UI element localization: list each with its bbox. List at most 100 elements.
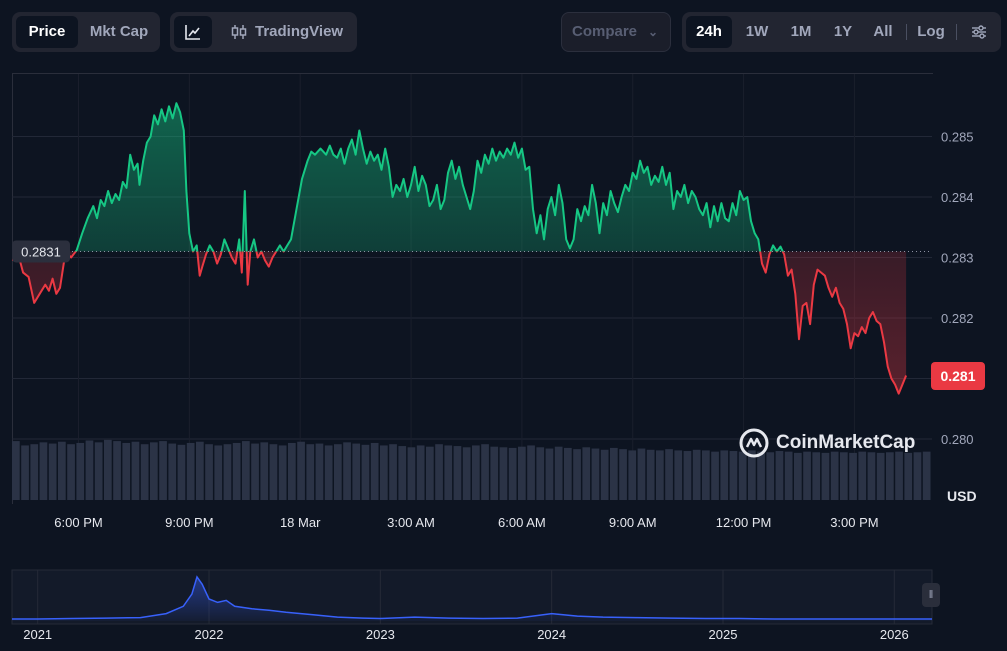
reference-price-badge: 0.2831	[12, 240, 70, 263]
divider	[906, 24, 907, 40]
y-tick-label: 0.283	[941, 251, 974, 266]
volume-bar	[683, 451, 692, 500]
volume-bar	[610, 447, 618, 500]
volume-bar	[315, 443, 324, 500]
tab-mkt-cap[interactable]: Mkt Cap	[89, 23, 149, 40]
tab-1y[interactable]: 1Y	[833, 23, 853, 40]
volume-bar	[812, 452, 821, 500]
volume-bar	[490, 446, 499, 500]
log-toggle[interactable]: Log	[917, 23, 945, 40]
tab-all[interactable]: All	[873, 23, 893, 40]
volume-bar	[702, 450, 710, 500]
volume-bar	[343, 442, 351, 500]
volume-bar	[591, 448, 600, 500]
volume-bar	[913, 452, 922, 500]
volume-bar	[784, 451, 793, 500]
time-range-switch: 24h 1W 1M 1Y All Log	[682, 12, 1001, 52]
volume-bar	[895, 451, 903, 500]
volume-bar	[380, 445, 388, 500]
volume-bar	[674, 450, 683, 500]
volume-bar	[435, 444, 443, 500]
price-line-down	[12, 251, 908, 395]
volume-bar	[711, 451, 719, 500]
volume-bar	[656, 450, 664, 500]
price-chart[interactable]: 0.285 0.284 0.283 0.282 0.281 0.280 6:00 PM 9:…	[0, 0, 1007, 540]
volume-bar	[416, 445, 425, 500]
volume-bar	[426, 446, 434, 500]
volume-bar	[830, 451, 839, 500]
volume-bar	[904, 452, 913, 500]
volume-bar	[536, 447, 545, 500]
tab-1m[interactable]: 1M	[790, 23, 812, 40]
volume-bar	[472, 445, 480, 500]
overview-navigator[interactable]: 2021 2022 2023 2024 2025 2026	[0, 566, 1007, 651]
tradingview-button[interactable]: TradingView	[226, 16, 352, 48]
volume-bar	[886, 452, 894, 500]
volume-bar	[39, 442, 48, 500]
tab-24h[interactable]: 24h	[686, 16, 732, 48]
volume-bar	[260, 442, 269, 500]
tab-price[interactable]: Price	[16, 16, 78, 48]
volume-bar	[269, 444, 278, 500]
volume-bar	[573, 449, 581, 500]
overview-year-label: 2025	[709, 627, 738, 642]
volume-bar	[104, 439, 112, 500]
x-tick-label: 9:00 AM	[609, 515, 657, 530]
volume-bar	[922, 451, 931, 500]
chart-frame	[12, 73, 933, 504]
line-chart-button[interactable]	[174, 16, 212, 48]
volume-bar	[177, 444, 186, 500]
volume-bar	[334, 444, 342, 500]
volume-bar	[30, 444, 39, 500]
x-tick-label: 6:00 PM	[54, 515, 102, 530]
overview-year-label: 2023	[366, 627, 395, 642]
volume-bar	[720, 450, 729, 500]
compare-dropdown[interactable]: Compare ⌄	[561, 12, 671, 52]
price-area-below-reference	[12, 251, 907, 394]
volume-bar	[324, 445, 333, 500]
chevron-down-icon: ⌄	[647, 25, 658, 39]
volume-bar	[637, 448, 646, 500]
line-chart-icon	[185, 25, 200, 40]
volume-bar	[738, 451, 747, 500]
volume-bar	[278, 445, 287, 500]
volume-bar	[619, 449, 627, 500]
volume-bar	[232, 442, 241, 500]
divider	[956, 24, 957, 40]
volume-bar	[306, 444, 315, 500]
volume-bar	[867, 452, 876, 500]
volume-bar	[242, 441, 250, 500]
chart-settings-button[interactable]	[962, 16, 996, 48]
reference-price-label: 0.2831	[21, 244, 61, 259]
volume-bar	[223, 444, 232, 500]
volume-bar	[803, 451, 811, 500]
coinmarketcap-logo-icon	[739, 428, 769, 458]
x-tick-label: 6:00 AM	[498, 515, 546, 530]
volume-bar	[508, 447, 517, 500]
volume-bar	[159, 441, 167, 500]
x-tick-label: 3:00 PM	[830, 515, 878, 530]
volume-bar	[140, 444, 149, 500]
volume-bar	[462, 447, 471, 500]
volume-bar	[766, 452, 775, 500]
volume-bar	[214, 445, 223, 500]
volume-bar	[361, 444, 370, 500]
volume-bar	[389, 444, 397, 500]
volume-bar	[757, 451, 765, 500]
y-tick-label: 0.285	[941, 130, 974, 145]
volume-bar	[545, 448, 554, 500]
pause-icon[interactable]: ‖	[922, 583, 940, 607]
volume-bar	[76, 442, 85, 500]
chart-type-switch: Price Mkt Cap	[12, 12, 160, 52]
volume-bar	[94, 442, 103, 500]
volume-bar	[453, 446, 462, 500]
volume-bar	[288, 442, 296, 500]
watermark-label: CoinMarketCap	[776, 432, 916, 453]
volume-bar	[646, 449, 655, 500]
volume-bar	[499, 447, 508, 500]
x-tick-label: 12:00 PM	[716, 515, 772, 530]
volume-bar	[407, 447, 416, 500]
tab-1w[interactable]: 1W	[745, 23, 769, 40]
volume-bar	[444, 445, 453, 500]
overview-year-label: 2026	[880, 627, 909, 642]
